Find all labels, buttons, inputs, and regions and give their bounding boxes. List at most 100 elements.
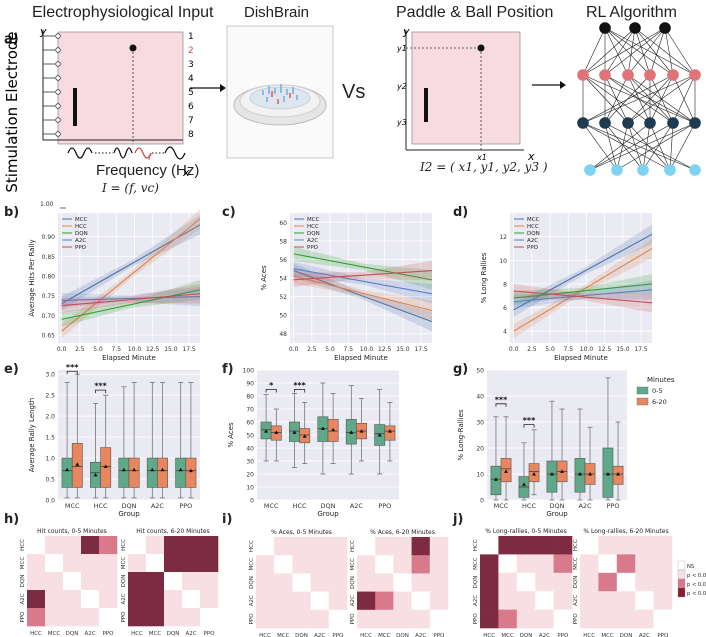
network-edge [604, 27, 674, 76]
heatmap-cell [535, 572, 554, 592]
heatmap-x-label: A2C [84, 631, 95, 637]
arrow-right-icon [220, 84, 226, 92]
heatmap-cell [480, 572, 499, 592]
series-line-hcc [61, 218, 201, 332]
heatmap-cell [128, 536, 147, 555]
electrode-number: 8 [188, 130, 194, 140]
x-tick-label: 15.0 [396, 346, 410, 353]
heatmap-cell [635, 554, 654, 574]
heatmap-cell [292, 573, 311, 592]
heatmap-cell [393, 591, 412, 611]
heatmap-x-label: A2C [539, 633, 550, 637]
network-edge [672, 74, 696, 124]
heatmap-title: % Long-rallies, 0-5 Minutes [485, 528, 566, 535]
heatmap-cell [616, 554, 636, 574]
heatmap-cell [45, 572, 64, 591]
series-line-ppo [513, 290, 653, 304]
heatmap-cell [27, 608, 46, 627]
heatmap-y-label: HCC [473, 539, 479, 551]
mean-marker [160, 467, 165, 472]
heatmap-cell [45, 536, 64, 555]
mean-marker [349, 430, 354, 434]
heatmap-cell [429, 591, 449, 611]
legend-label: PPO [527, 245, 539, 251]
y-tick-label: 0 [480, 498, 484, 505]
heatmap-cell [357, 573, 376, 592]
panel-label-d: d) [453, 205, 469, 220]
heatmap-y-label: MCC [20, 557, 26, 570]
heatmap-y-label: PPO [350, 613, 356, 625]
confidence-band [293, 246, 432, 290]
heatmap-cell [310, 609, 330, 629]
heatmap-x-label: MCC [378, 633, 391, 637]
heatmap-x-label: MCC [149, 631, 162, 637]
y-tick-label: 0.75 [42, 293, 56, 300]
y-tick-label: 1.5 [45, 435, 55, 442]
frequency-symbol: f [148, 153, 153, 163]
network-node [599, 117, 611, 129]
x-tick-label: 2.5 [307, 346, 317, 353]
stimulation-arena [57, 31, 184, 145]
title-rl-algorithm: RL Algorithm [586, 4, 677, 21]
electrode-number: 5 [188, 88, 194, 98]
heatmap-x-label: DQN [396, 633, 409, 637]
heatmap-cell [516, 591, 536, 610]
heatmap-cell [292, 591, 311, 611]
y-tick-label: 10 [476, 472, 484, 479]
legend-label: PPO [75, 245, 87, 251]
significance-stars: *** [495, 395, 508, 404]
legend-label: HCC [307, 224, 319, 230]
mean-marker [493, 477, 498, 481]
network-edge [582, 122, 671, 171]
heatmap-cell [274, 573, 293, 592]
heatmap-cell [553, 572, 573, 592]
network-edge [582, 122, 618, 171]
mean-marker [121, 467, 126, 472]
legend-label: MCC [527, 217, 540, 223]
heatmap-cell [498, 609, 518, 629]
mean-marker [549, 472, 554, 476]
heatmap-cell [328, 537, 348, 556]
heatmap-cell [182, 536, 201, 555]
heatmap-cell [99, 536, 118, 555]
electrode-number: 4 [188, 74, 194, 84]
network-node [577, 69, 589, 81]
y-axis-label: % Aces [260, 265, 268, 291]
y-tick-label: 54 [279, 276, 287, 283]
heatmap-y-label: MCC [249, 558, 255, 571]
label-x1: x1 [476, 153, 487, 162]
series-line-ppo [61, 293, 201, 307]
heatmap-cell [200, 536, 219, 555]
network-edge [627, 74, 696, 124]
heatmap-y-label: A2C [473, 595, 479, 606]
network-edge [649, 122, 671, 171]
heatmap-x-label: MCC [601, 633, 614, 637]
y-tick-label: 60 [279, 220, 287, 227]
heatmap-cell [616, 609, 636, 629]
heatmap-cell [128, 554, 147, 573]
network-node [644, 69, 656, 81]
x-tick-label: MCC [494, 502, 509, 510]
mean-marker [103, 464, 108, 468]
ball-position [477, 44, 485, 52]
title-paddle-ball: Paddle & Ball Position [396, 4, 554, 21]
position-arena [411, 31, 521, 145]
heatmap-cell [63, 572, 82, 591]
network-edge [627, 122, 671, 171]
y-tick-label: 48 [279, 331, 287, 338]
mean-marker [93, 472, 98, 477]
significance-bracket [66, 370, 78, 375]
heatmap-cell [357, 555, 376, 574]
legend-label: DQN [527, 231, 540, 237]
network-edge [604, 27, 636, 76]
x-tick-label: A2C [151, 502, 165, 510]
heatmap-y-label: HCC [249, 540, 255, 552]
confidence-band [61, 284, 201, 313]
series-line-ppo [293, 270, 433, 281]
heatmap-cell [635, 572, 654, 592]
heatmap-cell [274, 591, 293, 611]
plot-area [58, 213, 200, 343]
legend-label: MCC [307, 217, 320, 223]
y-tick-label: 56 [279, 257, 287, 264]
frequency-label: Frequency (Hz) [96, 162, 200, 179]
